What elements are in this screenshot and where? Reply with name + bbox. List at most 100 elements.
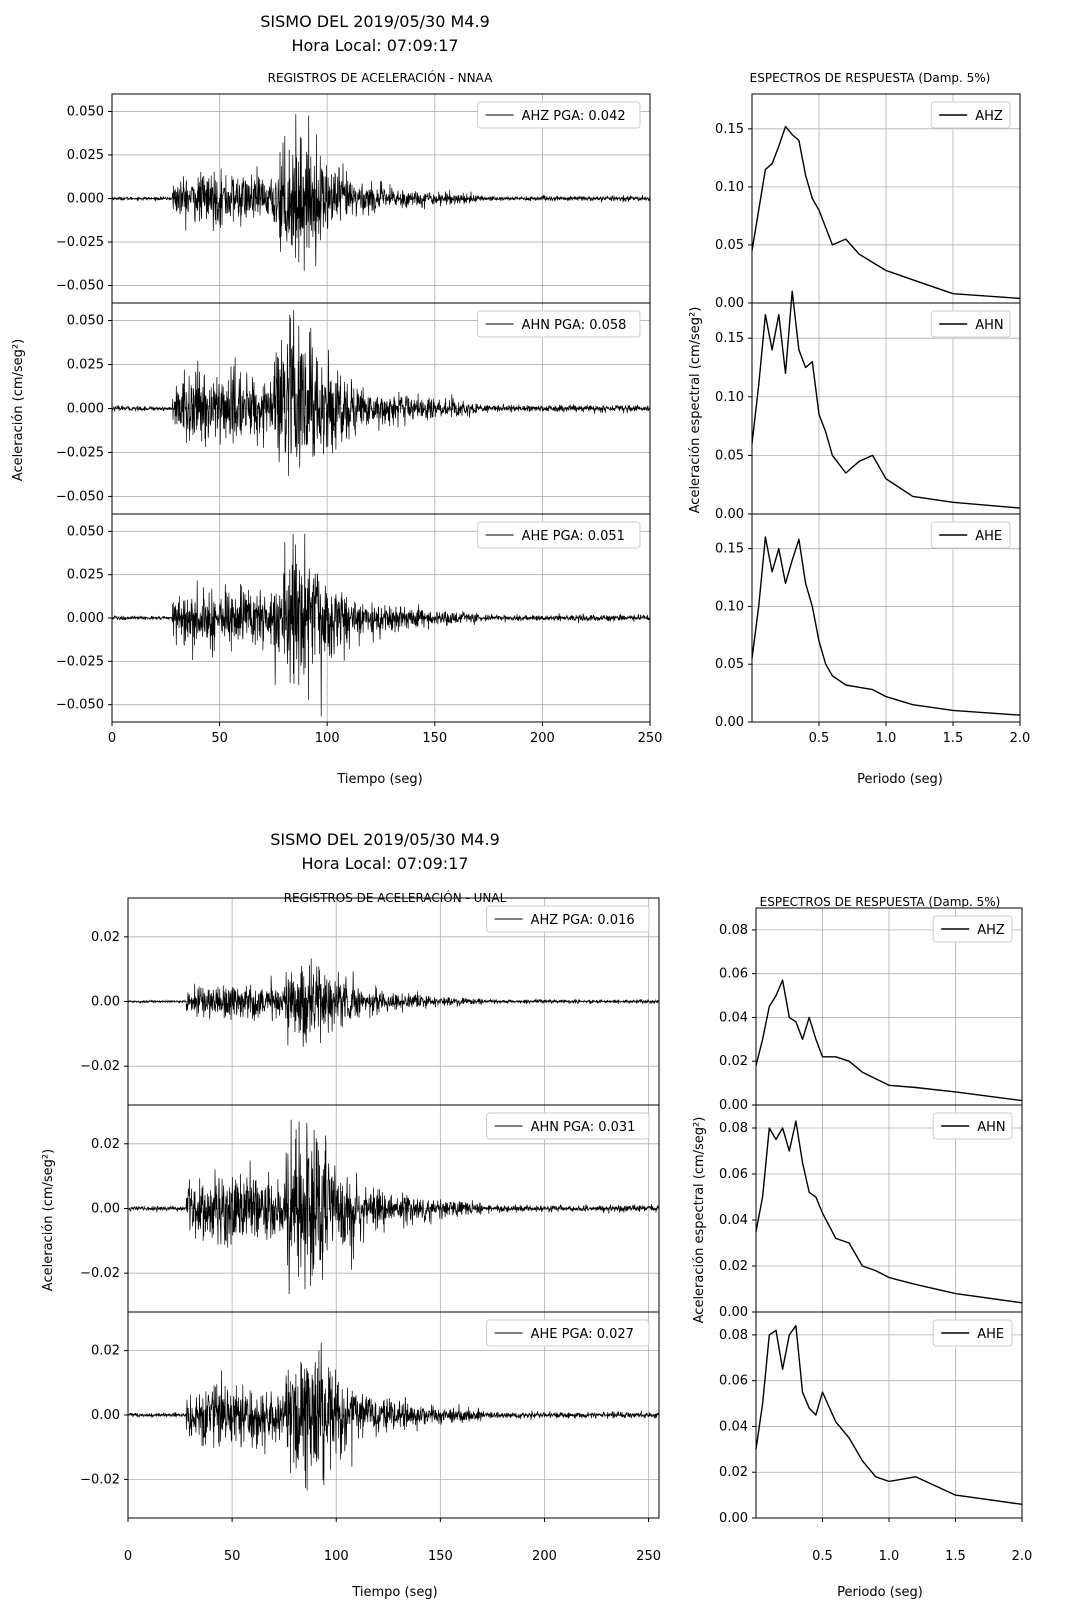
y-tick-label: 0.06 (719, 1374, 748, 1389)
legend-box (930, 310, 1011, 338)
legend-box (477, 310, 641, 338)
panel-ahn: 0.050 0.025 0.000 −0.025 −0.050 AHN PGA: 0.05… (56, 302, 651, 515)
series-line-ahz (755, 979, 1023, 1102)
y-tick-label: 0.02 (91, 930, 120, 945)
y-tick-label: 0.08 (719, 923, 748, 938)
legend-box (932, 1112, 1013, 1140)
y-tick-label: 0.00 (91, 1202, 120, 1217)
y-tick-label: 0.025 (67, 148, 104, 163)
y-tick-label: −0.02 (80, 1059, 120, 1074)
y-tick-label: 0.000 (67, 192, 104, 207)
y-tick-label: 0.00 (719, 1098, 748, 1113)
x-tick-label: 150 (428, 1549, 453, 1564)
chart-nnaa-response-spectra: 0.150.100.050.00AHZ0.150.100.050.00AHN0.… (715, 93, 1031, 746)
y-tick-label: 0.15 (715, 122, 744, 137)
legend-label-ahn: AHN (977, 1120, 1005, 1135)
panel-ahe: 0.15 0.10 0.05 0.00 AHE (715, 513, 1021, 730)
chart-unal-response-spectra: 0.080.060.040.020.00AHZ0.080.060.040.020… (719, 907, 1033, 1564)
panel-ahe: 0.08 0.06 0.04 0.02 0.00 AHE (719, 1311, 1023, 1526)
fig1-left-ylabel: Aceleración (cm/seg²) (11, 339, 26, 481)
y-tick-label: 0.05 (715, 657, 744, 672)
y-tick-label: −0.025 (56, 235, 104, 250)
y-tick-label: 0.00 (719, 1511, 748, 1526)
y-tick-label: 0.000 (67, 611, 104, 626)
fig2-left-xlabel: Tiempo (seg) (351, 1585, 437, 1600)
legend-label-ahe: AHE PGA: 0.027 (531, 1327, 634, 1342)
legend-box (930, 101, 1011, 129)
x-tick-label: 2.0 (1010, 731, 1031, 746)
y-tick-label: 0.04 (719, 1419, 748, 1434)
y-tick-label: −0.025 (56, 445, 104, 460)
x-tick-label: 150 (422, 731, 447, 746)
x-tick-label: 1.5 (945, 1549, 966, 1564)
fig2-right-xlabel: Periodo (seg) (837, 1585, 923, 1600)
legend-label-ahe: AHE PGA: 0.051 (522, 529, 625, 544)
fig2-left-ylabel: Aceleración (cm/seg²) (41, 1149, 56, 1291)
x-tick-label: 200 (532, 1549, 557, 1564)
legend-box (477, 521, 641, 549)
y-tick-label: 0.06 (719, 1167, 748, 1182)
y-tick-label: −0.02 (80, 1266, 120, 1281)
panel-ahe: 0.050 0.025 0.000 −0.025 −0.050 AHE PGA: 0.05… (56, 513, 651, 723)
panel-ahz: 0.08 0.06 0.04 0.02 0.00 AHZ (719, 907, 1023, 1113)
series-line-ahn (755, 1120, 1023, 1304)
legend-box (932, 1319, 1013, 1347)
x-tick-label: 50 (224, 1549, 241, 1564)
y-tick-label: 0.15 (715, 542, 744, 557)
x-tick-label: 0 (108, 731, 116, 746)
panel-ahn: 0.15 0.10 0.05 0.00 AHN (715, 290, 1021, 522)
y-tick-label: 0.04 (719, 1213, 748, 1228)
panel-ahz: 0.02 0.00 −0.02 AHZ PGA: 0.016 (80, 897, 660, 1106)
x-tick-label: 250 (638, 731, 663, 746)
y-tick-label: −0.050 (56, 279, 104, 294)
y-tick-label: −0.02 (80, 1472, 120, 1487)
y-tick-label: 0.05 (715, 448, 744, 463)
legend-box (930, 521, 1011, 549)
y-tick-label: 0.050 (67, 314, 104, 329)
fig2-right-ylabel: Aceleración espectral (cm/seg²) (692, 1117, 707, 1324)
fig1-title: SISMO DEL 2019/05/30 M4.9 (260, 12, 490, 31)
chart-unal-time-series: 0.02 0.00 −0.02 AHZ PGA: 0.016 0.02 0.00 −0.02… (80, 897, 661, 1564)
series-line-ahe (127, 1342, 660, 1491)
legend-label-ahn: AHN (975, 318, 1003, 333)
legend-box (486, 1112, 650, 1140)
series-line-ahz (111, 114, 651, 271)
fig1-right-xlabel: Periodo (seg) (857, 772, 943, 787)
y-tick-label: 0.050 (67, 524, 104, 539)
x-tick-label: 2.0 (1012, 1549, 1033, 1564)
fig1-left-xlabel: Tiempo (seg) (336, 772, 422, 787)
y-tick-label: 0.025 (67, 568, 104, 583)
series-line-ahn (751, 290, 1021, 509)
x-tick-label: 0 (124, 1549, 132, 1564)
series-line-ahz (127, 958, 660, 1047)
y-tick-label: 0.05 (715, 238, 744, 253)
legend-box (932, 915, 1013, 943)
y-tick-label: 0.00 (715, 507, 744, 522)
series-line-ahe (751, 536, 1021, 716)
x-tick-label: 50 (211, 731, 228, 746)
y-tick-label: 0.00 (91, 1408, 120, 1423)
chart-nnaa-time-series: 0.050 0.025 0.000 −0.025 −0.050 AHZ PGA: 0.04… (56, 93, 663, 746)
y-tick-label: 0.06 (719, 967, 748, 982)
y-tick-label: 0.10 (715, 180, 744, 195)
y-tick-label: 0.08 (719, 1328, 748, 1343)
legend-label-ahe: AHE (977, 1327, 1004, 1342)
fig2-subtitle: Hora Local: 07:09:17 (301, 854, 468, 873)
fig1-subtitle: Hora Local: 07:09:17 (291, 36, 458, 55)
y-tick-label: 0.000 (67, 402, 104, 417)
y-tick-label: 0.00 (91, 995, 120, 1010)
y-tick-label: 0.00 (715, 715, 744, 730)
y-tick-label: −0.050 (56, 698, 104, 713)
x-tick-label: 250 (636, 1549, 661, 1564)
legend-label-ahz: AHZ (975, 109, 1003, 124)
fig1-right-title: ESPECTROS DE RESPUESTA (Damp. 5%) (750, 71, 991, 85)
y-tick-label: −0.050 (56, 489, 104, 504)
y-tick-label: 0.025 (67, 358, 104, 373)
fig2-title: SISMO DEL 2019/05/30 M4.9 (270, 830, 500, 849)
fig1-right-ylabel: Aceleración espectral (cm/seg²) (688, 307, 703, 514)
legend-label-ahn: AHN PGA: 0.058 (522, 318, 627, 333)
series-line-ahe (755, 1325, 1023, 1505)
panel-frame (111, 513, 651, 723)
series-line-ahn (111, 310, 651, 476)
